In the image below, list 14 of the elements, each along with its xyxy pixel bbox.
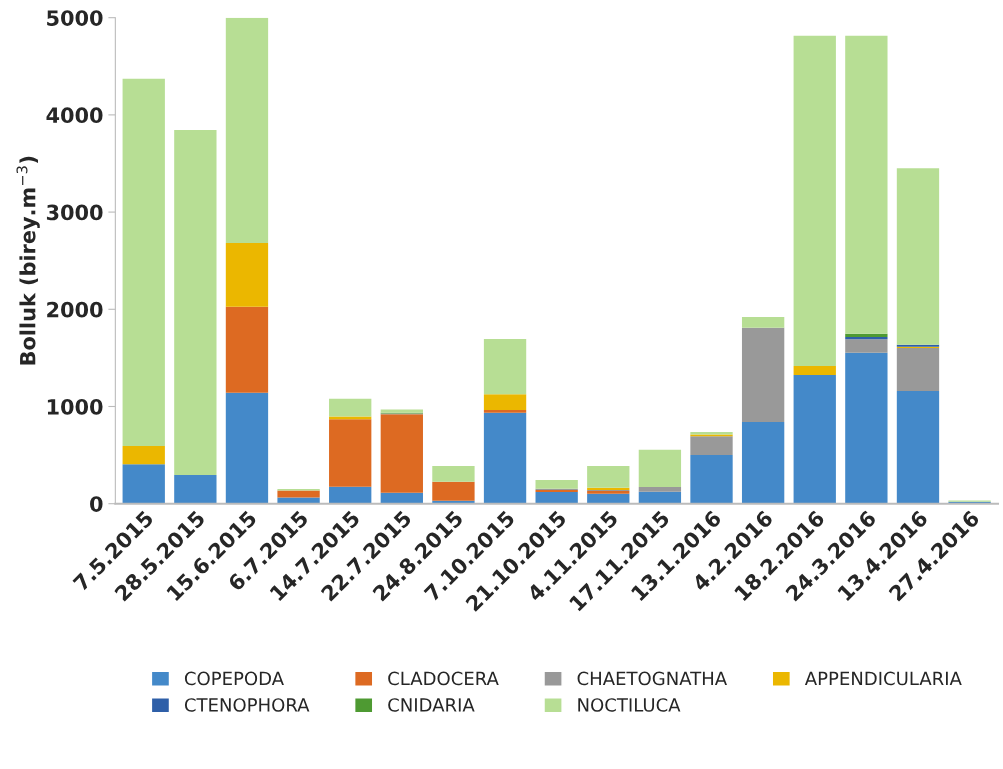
y-tick-label: 4000 [46, 107, 103, 124]
y-tick-label: 2000 [47, 301, 103, 318]
y-tick-label: 0 [90, 496, 103, 512]
legend-label: CNIDARIA [388, 698, 475, 712]
legend-label: APPENDICULARIA [804, 671, 962, 686]
y-axis-title: Bolluk (birey.m$^{−3}$) [16, 156, 40, 365]
legend-label: CLADOCERA [388, 671, 499, 686]
legend-label: COPEPODA [184, 671, 284, 686]
legend-label: NOCTILUCA [578, 698, 681, 712]
legend-label: CTENOPHORA [184, 698, 310, 712]
legend-label: CHAETOGNATHA [577, 671, 727, 686]
y-tick-label: 1000 [47, 398, 103, 415]
y-tick-label: 5000 [47, 10, 103, 26]
y-tick-label: 3000 [46, 204, 103, 221]
